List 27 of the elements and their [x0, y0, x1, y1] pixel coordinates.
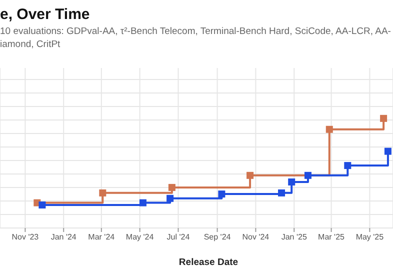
point	[218, 190, 226, 198]
x-tick-label: May '25	[356, 232, 384, 242]
point	[344, 162, 352, 170]
x-axis-title: Release Date	[178, 257, 238, 267]
x-tick-label: Jan '25	[281, 232, 308, 242]
point	[246, 172, 254, 179]
x-tick-label: Sep '24	[204, 232, 232, 242]
x-tick-label: Mar '24	[88, 232, 116, 242]
x-tick-label: Jan '24	[50, 232, 77, 242]
x-tick-label: Mar '25	[318, 232, 346, 242]
point	[278, 189, 286, 196]
point	[166, 194, 174, 202]
point	[99, 189, 106, 196]
point	[326, 126, 333, 133]
chart-subtitle: 10 evaluations: GDPval-AA, τ²-Bench Telecom, Terminal-Bench Hard, SciCode, AA-LCR, AA- iamond, CritPt	[0, 25, 391, 51]
x-tick-label: Nov '23	[12, 232, 40, 242]
point	[384, 148, 392, 155]
x-tick-label: May '24	[126, 232, 154, 242]
x-tick-label: Jul '24	[166, 232, 190, 242]
point	[38, 201, 46, 208]
point	[380, 114, 388, 122]
point	[304, 172, 312, 179]
chart-title: e, Over Time	[0, 6, 90, 23]
point	[168, 184, 176, 191]
point	[139, 199, 146, 206]
point	[288, 178, 296, 186]
x-tick-label: Nov '24	[242, 232, 270, 242]
